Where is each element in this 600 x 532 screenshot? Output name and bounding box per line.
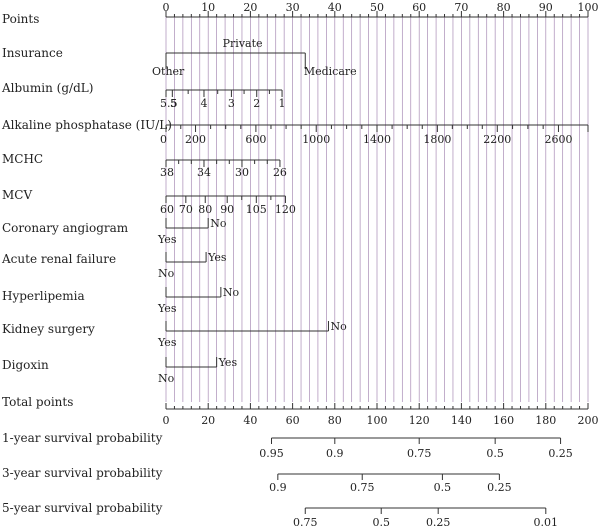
points-tick-label: 0 bbox=[163, 1, 170, 14]
albumin-g-dl-tick-label: 5 bbox=[170, 97, 177, 110]
alkaline-phosphatase-iu-l-tick-label: 600 bbox=[245, 133, 266, 146]
5-year-survival-probability-tick-label: 0.01 bbox=[534, 516, 559, 529]
3-year-survival-probability-tick-label: 0.75 bbox=[350, 481, 375, 494]
digoxin-label: Digoxin bbox=[2, 358, 49, 372]
total-points-tick-label: 100 bbox=[367, 414, 388, 427]
points-tick-label: 30 bbox=[286, 1, 300, 14]
mcv-tick-label: 60 bbox=[160, 203, 174, 216]
mcv-tick-label: 120 bbox=[275, 203, 296, 216]
total-points-tick-label: 120 bbox=[409, 414, 430, 427]
albumin-g-dl-tick-label: 2 bbox=[253, 97, 260, 110]
albumin-g-dl-tick-label: 5.5 bbox=[160, 97, 178, 110]
total-points-tick-label: 200 bbox=[578, 414, 599, 427]
1-year-survival-probability-tick-label: 0.95 bbox=[259, 447, 284, 460]
1-year-survival-probability-title: 1-year survival probability bbox=[2, 431, 163, 445]
alkaline-phosphatase-iu-l-tick-label: 0 bbox=[160, 133, 167, 146]
total-points-title: Total points bbox=[2, 395, 73, 409]
points-tick-label: 90 bbox=[539, 1, 553, 14]
points-tick-label: 60 bbox=[412, 1, 426, 14]
3-year-survival-probability-tick-label: 0.9 bbox=[269, 481, 287, 494]
insurance-level-label: Other bbox=[152, 65, 185, 78]
1-year-survival-probability-tick-label: 0.9 bbox=[326, 447, 344, 460]
mcv-tick-label: 90 bbox=[220, 203, 234, 216]
total-points-tick-label: 60 bbox=[286, 414, 300, 427]
5-year-survival-probability-title: 5-year survival probability bbox=[2, 501, 163, 515]
points-tick-label: 40 bbox=[328, 1, 342, 14]
acute-renal-failure-level-label: Yes bbox=[207, 251, 227, 264]
hyperlipemia-level-label: No bbox=[223, 286, 240, 299]
hyperlipemia-level-label: Yes bbox=[157, 302, 177, 315]
total-points-tick-label: 140 bbox=[451, 414, 472, 427]
mchc-tick-label: 30 bbox=[235, 166, 249, 179]
1-year-survival-probability-tick-label: 0.5 bbox=[486, 447, 504, 460]
hyperlipemia-label: Hyperlipemia bbox=[2, 289, 85, 303]
kidney-surgery-level-label: Yes bbox=[157, 336, 177, 349]
alkaline-phosphatase-iu-l-tick-label: 1800 bbox=[423, 133, 451, 146]
insurance-level-label: Medicare bbox=[304, 65, 357, 78]
albumin-g-dl-label: Albumin (g/dL) bbox=[1, 81, 93, 95]
mchc-tick-label: 34 bbox=[197, 166, 211, 179]
coronary-angiogram-level-label: Yes bbox=[157, 233, 177, 246]
points-tick-label: 20 bbox=[243, 1, 257, 14]
total-points-tick-label: 40 bbox=[243, 414, 257, 427]
kidney-surgery-label: Kidney surgery bbox=[2, 322, 95, 336]
alkaline-phosphatase-iu-l-label: Alkaline phosphatase (IU/L) bbox=[1, 118, 172, 132]
mchc-label: MCHC bbox=[2, 152, 43, 166]
total-points-tick-label: 160 bbox=[493, 414, 514, 427]
5-year-survival-probability-tick-label: 0.5 bbox=[372, 516, 390, 529]
kidney-surgery-level-label: No bbox=[330, 320, 347, 333]
insurance-level-label: Private bbox=[223, 37, 263, 50]
5-year-survival-probability-tick-label: 0.25 bbox=[426, 516, 451, 529]
coronary-angiogram-label: Coronary angiogram bbox=[2, 221, 129, 235]
total-points-tick-label: 180 bbox=[535, 414, 556, 427]
alkaline-phosphatase-iu-l-tick-label: 1400 bbox=[363, 133, 391, 146]
mcv-tick-label: 105 bbox=[246, 203, 267, 216]
points-tick-label: 80 bbox=[497, 1, 511, 14]
mcv-tick-label: 80 bbox=[198, 203, 212, 216]
digoxin-level-label: Yes bbox=[218, 356, 238, 369]
alkaline-phosphatase-iu-l-tick-label: 2600 bbox=[544, 133, 572, 146]
albumin-g-dl-tick-label: 1 bbox=[279, 97, 286, 110]
coronary-angiogram-level-label: No bbox=[210, 217, 227, 230]
albumin-g-dl-tick-label: 3 bbox=[228, 97, 235, 110]
total-points-tick-label: 0 bbox=[163, 414, 170, 427]
mchc-tick-label: 26 bbox=[273, 166, 287, 179]
mchc-tick-label: 38 bbox=[160, 166, 174, 179]
points-tick-label: 50 bbox=[370, 1, 384, 14]
alkaline-phosphatase-iu-l-tick-label: 1000 bbox=[302, 133, 330, 146]
3-year-survival-probability-title: 3-year survival probability bbox=[2, 466, 163, 480]
points-tick-label: 100 bbox=[578, 1, 599, 14]
5-year-survival-probability-tick-label: 0.75 bbox=[293, 516, 318, 529]
insurance-label: Insurance bbox=[2, 46, 63, 60]
acute-renal-failure-label: Acute renal failure bbox=[1, 252, 116, 266]
mcv-label: MCV bbox=[2, 188, 32, 202]
mcv-tick-label: 70 bbox=[179, 203, 193, 216]
1-year-survival-probability-tick-label: 0.75 bbox=[407, 447, 432, 460]
points-tick-label: 10 bbox=[201, 1, 215, 14]
alkaline-phosphatase-iu-l-tick-label: 2200 bbox=[483, 133, 511, 146]
grid-lines bbox=[165, 17, 589, 402]
total-points-tick-label: 80 bbox=[328, 414, 342, 427]
1-year-survival-probability-tick-label: 0.25 bbox=[548, 447, 573, 460]
points-tick-label: 70 bbox=[454, 1, 468, 14]
3-year-survival-probability-tick-label: 0.5 bbox=[434, 481, 452, 494]
alkaline-phosphatase-iu-l-tick-label: 200 bbox=[185, 133, 206, 146]
points-axis-title: Points bbox=[2, 12, 39, 26]
acute-renal-failure-level-label: No bbox=[158, 267, 175, 280]
3-year-survival-probability-tick-label: 0.25 bbox=[487, 481, 512, 494]
digoxin-level-label: No bbox=[158, 372, 175, 385]
albumin-g-dl-tick-label: 4 bbox=[200, 97, 207, 110]
total-points-tick-label: 20 bbox=[201, 414, 215, 427]
